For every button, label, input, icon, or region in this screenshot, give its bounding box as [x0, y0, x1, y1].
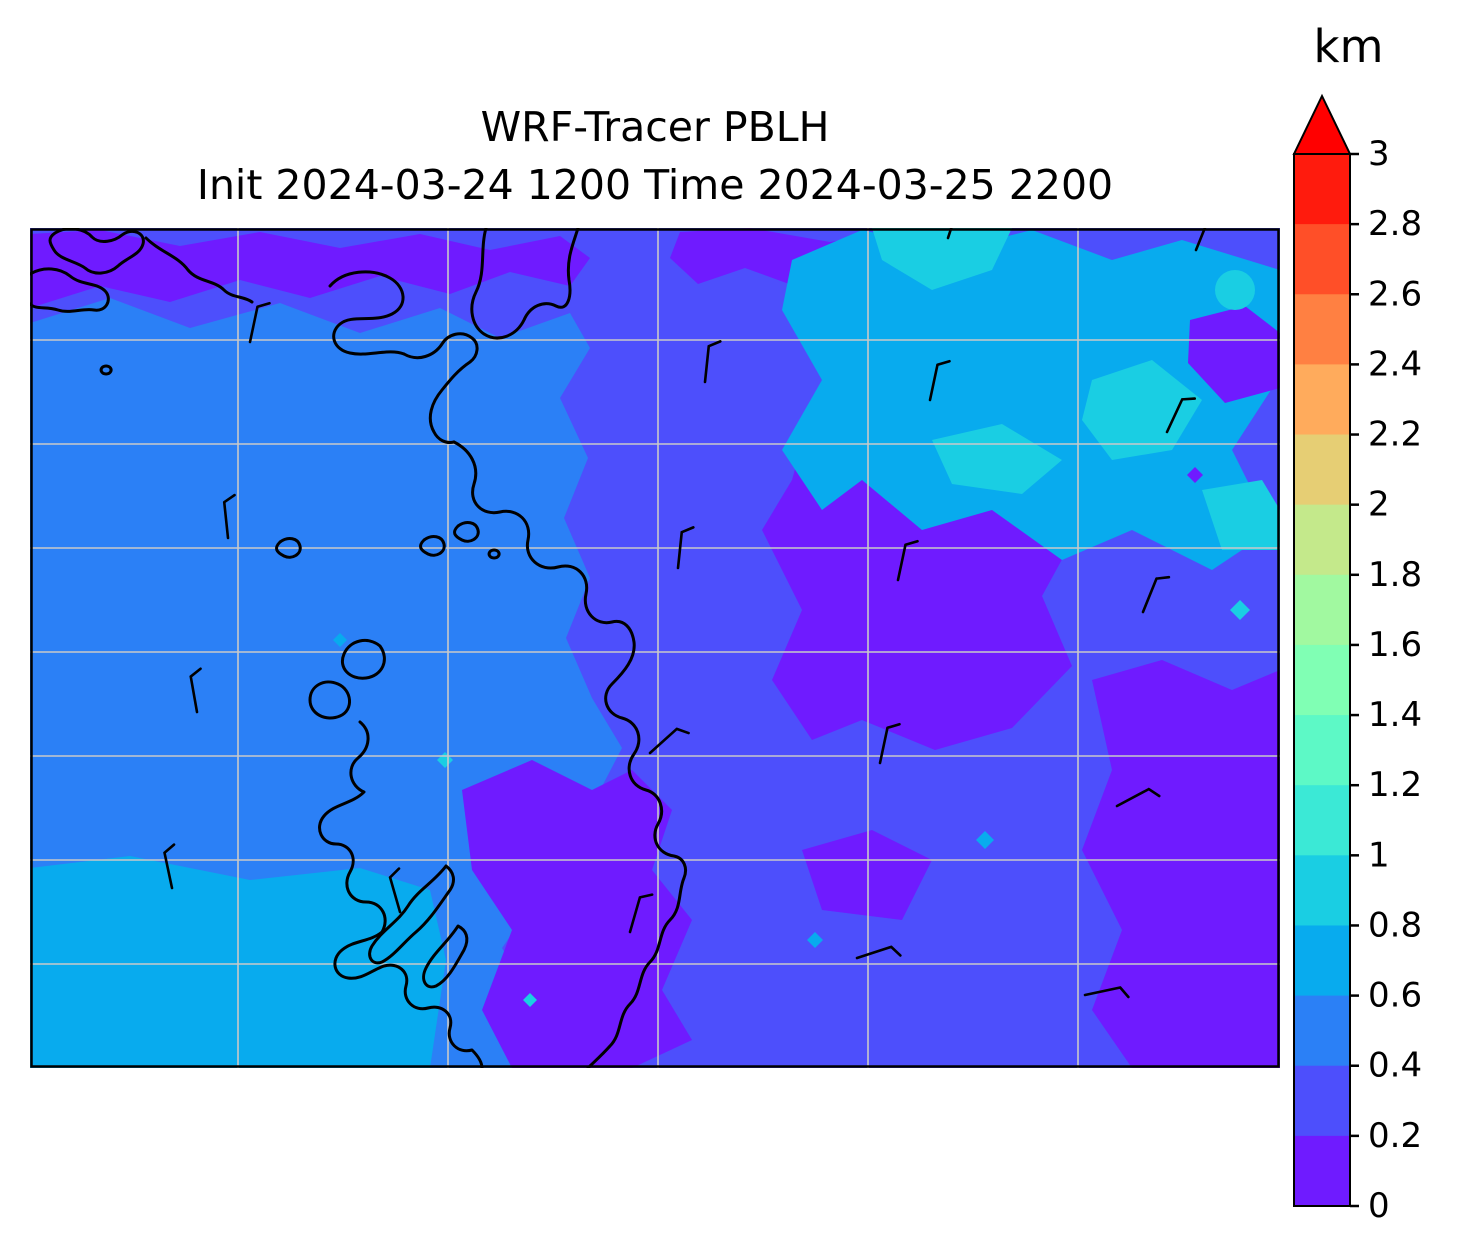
- colorbar-segment: [1294, 1065, 1350, 1137]
- colorbar-segment: [1294, 224, 1350, 295]
- colorbar-tick-label: 1.8: [1368, 555, 1422, 595]
- contour-region: [782, 230, 1280, 570]
- contour-region: [976, 831, 994, 849]
- colorbar-segment: [1294, 785, 1350, 856]
- contour-region: [872, 228, 1012, 290]
- colorbar-tick-label: 0.8: [1368, 905, 1422, 945]
- colorbar-segment: [1294, 925, 1350, 997]
- wind-barb-layer: [163, 228, 1224, 999]
- contour-region: [802, 830, 932, 920]
- coastline-path: [318, 720, 484, 1068]
- wind-barb: [628, 893, 654, 934]
- wind-barb: [163, 843, 176, 890]
- contour-region: [1230, 600, 1250, 620]
- contour-region: [333, 633, 347, 647]
- coastline-path: [452, 440, 688, 1068]
- contour-region: [523, 993, 537, 1007]
- wind-barb: [189, 667, 202, 714]
- contour-region: [1082, 360, 1202, 460]
- colorbar-segment: [1294, 1135, 1350, 1207]
- colorbar-tick-label: 0.4: [1368, 1046, 1422, 1086]
- colorbar-segment: [1294, 995, 1350, 1067]
- wind-barb: [1141, 575, 1171, 614]
- coastline-path: [419, 535, 446, 557]
- colorbar-tick-label: 1: [1368, 835, 1390, 875]
- coastline-path: [48, 228, 145, 275]
- wind-barb: [855, 945, 902, 960]
- wind-barb: [222, 493, 236, 540]
- plot-title: WRF-Tracer PBLH Init 2024-03-24 1200 Tim…: [30, 98, 1280, 214]
- wind-barb: [648, 727, 690, 755]
- colorbar-segment: [1294, 574, 1350, 646]
- wind-barb: [248, 301, 271, 344]
- wind-barb: [946, 228, 973, 240]
- colorbar-extend-arrow: [1292, 93, 1352, 155]
- wind-barb: [1115, 787, 1161, 808]
- coastline-path: [487, 548, 501, 560]
- wind-barb: [928, 359, 951, 402]
- wind-barb: [388, 867, 402, 914]
- colorbar-tick-label: 0.2: [1368, 1116, 1422, 1156]
- contour-region: [1187, 467, 1203, 483]
- wind-barb: [1083, 986, 1130, 999]
- colorbar-segment: [1294, 294, 1350, 365]
- contour-region: [932, 424, 1062, 494]
- contour-fill-layer: [30, 228, 1280, 1068]
- colorbar-tick-label: 2: [1368, 485, 1390, 525]
- colorbar-tick-label: 0.6: [1368, 976, 1422, 1016]
- coastline-path: [30, 267, 110, 313]
- wind-barb: [1194, 228, 1224, 252]
- grid-layer: [30, 228, 1280, 1068]
- coastline-path: [402, 332, 479, 444]
- coastline-path: [144, 236, 254, 304]
- colorbar-segment: [1294, 715, 1350, 786]
- wind-barb: [676, 526, 695, 570]
- colorbar-segment: [1294, 154, 1350, 225]
- colorbar-tick-label: 1.6: [1368, 625, 1422, 665]
- contour-region: [30, 230, 590, 308]
- plot-title-line1: WRF-Tracer PBLH: [480, 103, 830, 151]
- plot-title-line2: Init 2024-03-24 1200 Time 2024-03-25 220…: [196, 161, 1114, 210]
- colorbar-outline: [1293, 153, 1351, 1207]
- colorbar-segment: [1294, 644, 1350, 716]
- colorbar-tick-label: 3: [1368, 134, 1390, 174]
- colorbar-tick-label: 2.8: [1368, 204, 1422, 244]
- colorbar-segment: [1294, 434, 1350, 506]
- coastline-path: [453, 521, 480, 543]
- contour-region: [1215, 270, 1255, 310]
- coastline-path: [341, 638, 386, 680]
- map-plot: [30, 228, 1280, 1068]
- colorbar-segment: [1294, 364, 1350, 436]
- wind-barb: [703, 340, 722, 384]
- contour-region: [1202, 480, 1280, 550]
- wind-barb: [878, 722, 901, 765]
- wind-barb: [896, 539, 919, 582]
- colorbar-unit-label: km: [1313, 20, 1384, 73]
- coastline-layer: [30, 228, 688, 1068]
- coastline-path: [368, 864, 455, 965]
- coastline-path: [308, 680, 351, 720]
- contour-region: [1082, 660, 1280, 1068]
- colorbar-segment: [1294, 855, 1350, 927]
- coastline-path: [328, 270, 406, 356]
- map-frame: [30, 228, 1280, 1068]
- colorbar-tick-label: 1.4: [1368, 695, 1422, 735]
- colorbar-tick-label: 1.2: [1368, 765, 1422, 805]
- colorbar: 3 2.8 2.6 2.4 2.2 2 1.8 1.6 1.4 1.2 1 0.8 0.6 0.4 0.2 0: [1292, 93, 1422, 1226]
- colorbar-tick-label: 2.6: [1368, 274, 1422, 314]
- contour-region: [807, 932, 823, 948]
- colorbar-tick-label: 0: [1368, 1186, 1390, 1226]
- contour-region: [462, 760, 692, 1068]
- coastline-path: [422, 924, 469, 989]
- coastline-path: [99, 364, 113, 376]
- colorbar-tick-label: 2.2: [1368, 415, 1422, 455]
- contour-region: [1188, 306, 1280, 403]
- colorbar-segment: [1294, 504, 1350, 576]
- coastline-path: [275, 537, 302, 559]
- coastline-path: [470, 228, 580, 340]
- colorbar-tick-label: 2.4: [1368, 344, 1422, 384]
- wind-barb: [1165, 397, 1197, 434]
